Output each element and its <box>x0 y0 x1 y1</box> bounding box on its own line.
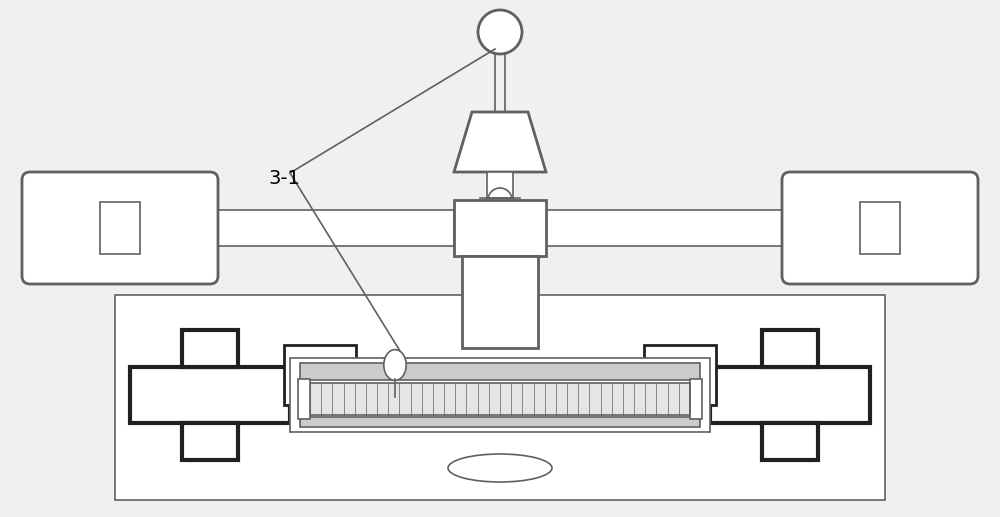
FancyBboxPatch shape <box>22 172 218 284</box>
Ellipse shape <box>384 349 406 381</box>
Polygon shape <box>710 367 870 423</box>
Polygon shape <box>462 256 538 348</box>
Polygon shape <box>546 210 790 246</box>
Bar <box>115 295 885 500</box>
Polygon shape <box>182 423 238 460</box>
Polygon shape <box>300 417 700 427</box>
Bar <box>100 202 140 254</box>
Polygon shape <box>210 210 454 246</box>
Polygon shape <box>182 330 238 367</box>
Polygon shape <box>454 200 546 256</box>
Polygon shape <box>644 345 716 405</box>
Polygon shape <box>762 423 818 460</box>
Bar <box>860 202 900 254</box>
Polygon shape <box>130 367 290 423</box>
Polygon shape <box>298 379 310 419</box>
Polygon shape <box>284 345 356 405</box>
Polygon shape <box>310 383 690 415</box>
Polygon shape <box>300 363 700 380</box>
Polygon shape <box>690 379 702 419</box>
Polygon shape <box>762 330 818 367</box>
Text: 3-1: 3-1 <box>268 169 300 188</box>
Circle shape <box>478 10 522 54</box>
Polygon shape <box>454 112 546 172</box>
Polygon shape <box>290 358 710 432</box>
Ellipse shape <box>448 454 552 482</box>
FancyBboxPatch shape <box>782 172 978 284</box>
Polygon shape <box>487 172 513 198</box>
